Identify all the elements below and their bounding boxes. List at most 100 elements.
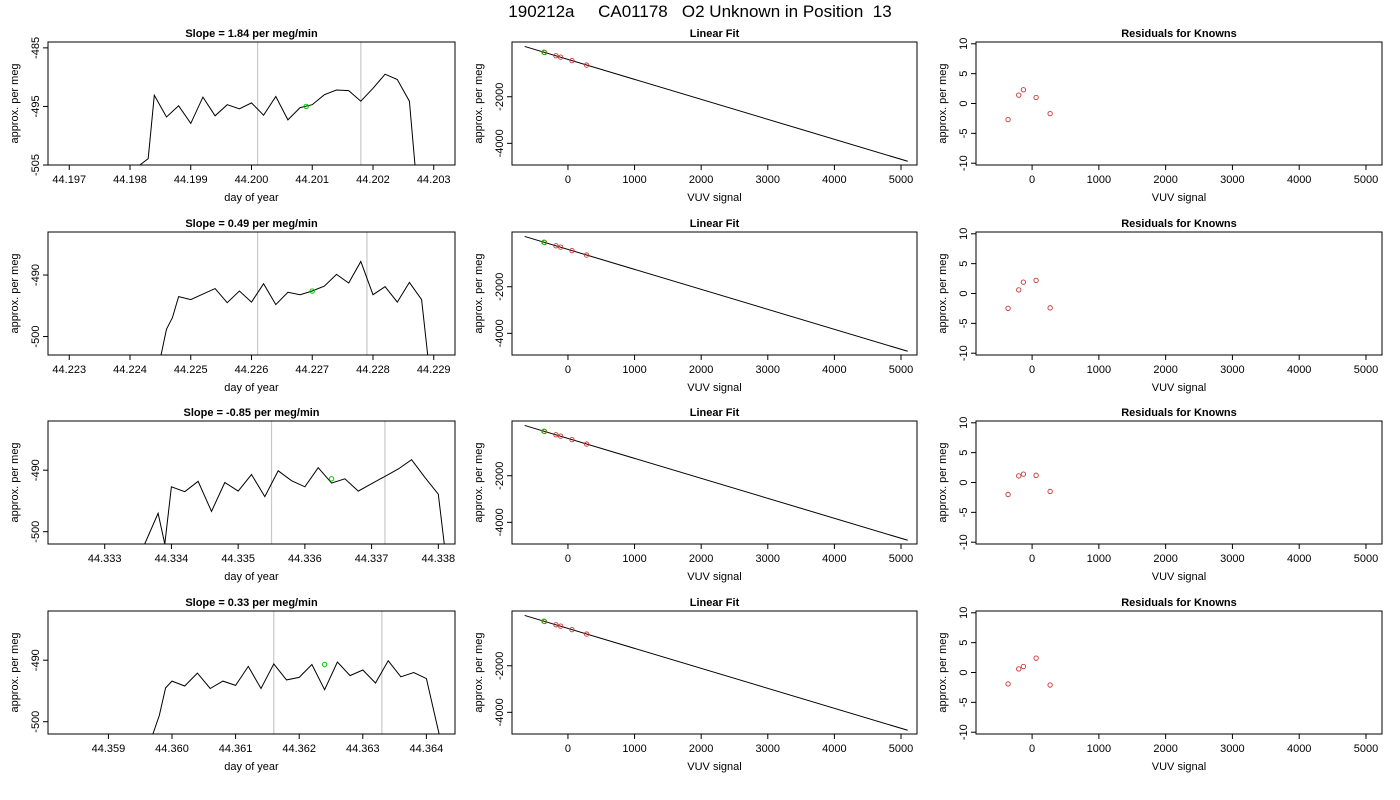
y-tick-label: -5: [958, 507, 970, 517]
panel-r3-c2: Linear Fit 0 1000 2000 3000 4000 5000 -2000 -400…: [473, 407, 918, 583]
x-tick-label: 44.197: [52, 174, 86, 186]
y-tick-label: -2000: [494, 652, 506, 680]
data-point: [1047, 305, 1053, 311]
x-tick-label: 3000: [756, 743, 780, 755]
y-tick-label: 10: [958, 38, 970, 50]
data-point: [1005, 116, 1011, 123]
x-tick-label: 4000: [822, 364, 846, 376]
data-point: [1047, 682, 1053, 688]
x-tick-label: 1000: [1087, 364, 1111, 376]
y-tick-label: -495: [30, 95, 42, 117]
panel-r2-c2: Linear Fit 0 1000 2000 3000 4000 5000 -2000 -400…: [473, 218, 918, 394]
x-tick-label: 44.359: [92, 743, 126, 755]
x-tick-label: 44.334: [155, 553, 189, 565]
data-point: [553, 622, 559, 628]
unknown-marker: [309, 288, 315, 294]
y-axis-label: approx. per meg: [9, 253, 21, 333]
y-tick-label: -490: [30, 459, 42, 481]
x-tick-label: 3000: [756, 553, 780, 565]
data-point: [557, 54, 564, 60]
y-axis-label: approx. per meg: [9, 632, 21, 712]
x-tick-label: 2000: [1153, 174, 1177, 186]
x-tick-label: 44.225: [174, 364, 208, 376]
x-tick-label: 3000: [1220, 174, 1244, 186]
panel-title: Slope = -0.85 per meg/min: [183, 407, 319, 419]
plot-frame: [511, 610, 918, 735]
y-axis-label: approx. per meg: [473, 253, 485, 333]
panel-title: Linear Fit: [690, 407, 740, 419]
y-axis-label: approx. per meg: [473, 63, 485, 143]
data-point: [1033, 94, 1039, 101]
data-point: [1047, 488, 1053, 495]
x-tick-label: 44.226: [235, 364, 269, 376]
plot-area: [1005, 655, 1053, 688]
x-tick-label: 0: [565, 364, 571, 376]
y-tick-label: -4000: [494, 508, 506, 536]
x-tick-label: 44.229: [417, 364, 451, 376]
x-tick-label: 5000: [1354, 553, 1378, 565]
x-tick-label: 5000: [889, 364, 913, 376]
y-tick-label: -4000: [494, 319, 506, 347]
x-tick-label: 1000: [622, 743, 646, 755]
x-tick-label: 5000: [1354, 743, 1378, 755]
data-point: [1020, 279, 1027, 285]
panel-r1-c2: Linear Fit 0 1000 2000 3000 4000 5000 -2000 -400…: [473, 28, 918, 204]
y-axis-label: approx. per meg: [937, 632, 949, 712]
x-tick-label: 0: [1029, 174, 1035, 186]
y-tick-label: 0: [958, 669, 970, 675]
data-point: [1005, 681, 1011, 687]
panel-r3-c1: Slope = -0.85 per meg/min 44.333 44.334 44.…: [9, 407, 456, 583]
x-tick-label: 2000: [689, 553, 713, 565]
x-tick-label: 44.338: [421, 553, 455, 565]
x-tick-label: 2000: [1153, 553, 1177, 565]
x-axis-label: VUV signal: [687, 192, 741, 204]
x-tick-label: 44.363: [346, 743, 380, 755]
y-axis-label: approx. per meg: [937, 63, 949, 143]
y-tick-label: 5: [958, 450, 970, 456]
x-tick-label: 0: [1029, 553, 1035, 565]
x-tick-label: 0: [565, 743, 571, 755]
y-tick-label: -485: [30, 37, 42, 59]
x-tick-label: 1000: [622, 174, 646, 186]
x-axis-label: VUV signal: [687, 382, 741, 394]
x-tick-label: 5000: [889, 174, 913, 186]
data-point: [583, 441, 590, 447]
x-tick-label: 4000: [1287, 364, 1311, 376]
plot-area: [1005, 87, 1053, 123]
panel-title: Residuals for Knowns: [1121, 28, 1237, 40]
x-tick-label: 44.228: [356, 364, 390, 376]
unknown-marker: [328, 476, 335, 482]
panel-title: Slope = 0.49 per meg/min: [185, 218, 318, 230]
plot-area: [524, 235, 908, 352]
data-point: [1016, 666, 1022, 672]
series-line: [144, 459, 445, 544]
series-line: [160, 260, 429, 355]
plot-area: [1005, 277, 1053, 312]
panel-r2-c1: Slope = 0.49 per meg/min 44.223 44.224 44.2…: [9, 218, 456, 394]
x-tick-label: 44.335: [221, 553, 255, 565]
y-tick-label: -505: [30, 154, 42, 176]
x-axis-label: day of year: [224, 192, 279, 204]
y-axis-label: approx. per meg: [9, 442, 21, 522]
x-tick-label: 4000: [1287, 553, 1311, 565]
data-point: [1005, 305, 1011, 312]
x-tick-label: 0: [565, 174, 571, 186]
panel-r3-c3: Residuals for Knowns 0 1000 2000 3000 4000 500…: [937, 407, 1383, 583]
y-tick-label: -10: [958, 724, 970, 740]
panel-title: Linear Fit: [690, 28, 740, 40]
panel-title: Slope = 0.33 per meg/min: [185, 597, 318, 609]
panel-title: Linear Fit: [690, 218, 740, 230]
x-axis-label: day of year: [224, 761, 279, 773]
data-point: [583, 631, 590, 637]
series-line: [152, 659, 440, 734]
y-tick-label: 0: [958, 290, 970, 296]
panel-title: Residuals for Knowns: [1121, 218, 1237, 230]
x-tick-label: 4000: [1287, 743, 1311, 755]
unknown-marker: [541, 428, 547, 434]
plot-frame: [975, 231, 1383, 356]
panel-title: Slope = 1.84 per meg/min: [185, 28, 318, 40]
y-tick-label: -500: [30, 711, 42, 733]
data-point: [1005, 491, 1011, 498]
x-tick-label: 44.333: [88, 553, 122, 565]
